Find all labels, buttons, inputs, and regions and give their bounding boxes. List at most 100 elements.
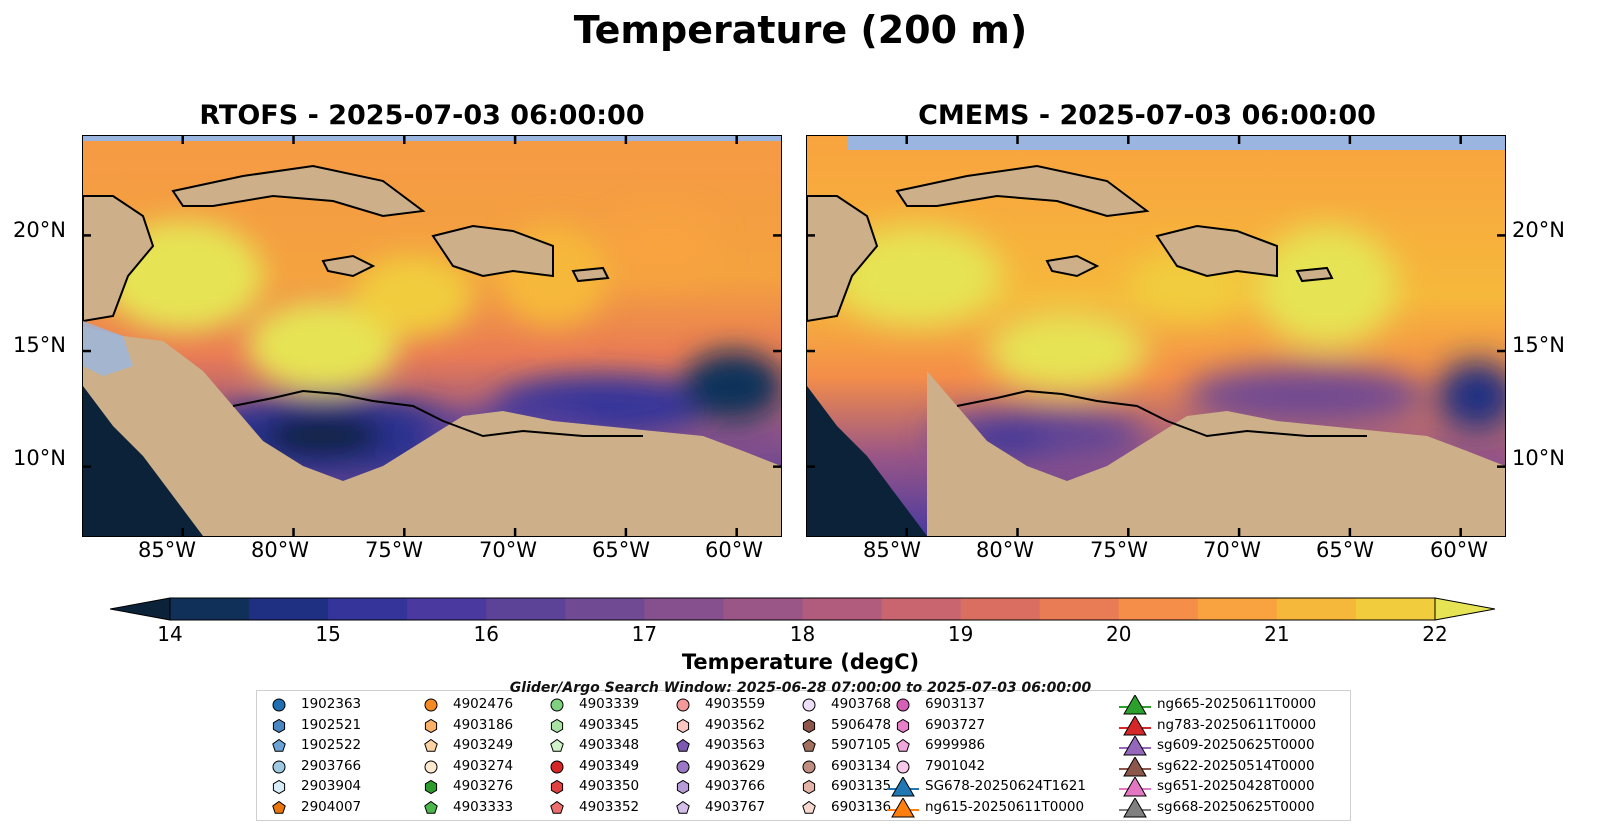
- colorbar-segment: [170, 598, 250, 620]
- triangle-marker-icon: [1119, 797, 1151, 817]
- colorbar-segment: [1039, 598, 1120, 620]
- legend-label: 4903333: [453, 798, 514, 815]
- lon-tick-left: 70°W: [479, 538, 537, 562]
- colorbar-segment: [802, 598, 883, 620]
- colorbar-segment: [407, 598, 487, 620]
- triangle-marker-icon: [1119, 777, 1151, 797]
- legend-label: 5907105: [831, 737, 892, 753]
- legend-entry: ng665-20250611T0000: [1115, 695, 1347, 715]
- legend-entry: 4903768: [789, 695, 913, 715]
- lon-tick-right: 80°W: [976, 538, 1034, 562]
- legend-label: 6903135: [831, 778, 892, 794]
- colorbar-extend-high: [1434, 597, 1496, 621]
- legend-label: 4903767: [705, 798, 766, 815]
- pentagon-marker-icon: [550, 800, 564, 814]
- lon-tick-left: 65°W: [592, 538, 650, 562]
- colorbar-segment: [328, 598, 408, 620]
- colorbar-tick-label: 20: [1106, 622, 1132, 646]
- legend-label: 1902521: [301, 716, 362, 733]
- lat-tick-left: 10°N: [13, 446, 66, 470]
- lat-tick-left: 20°N: [13, 218, 66, 242]
- colorbar-segment: [644, 598, 725, 620]
- legend-label: 4903274: [453, 757, 514, 774]
- hexagon-marker-icon: [896, 718, 910, 733]
- legend-label: 6903137: [925, 696, 986, 712]
- legend-entry: 1902521: [259, 716, 383, 736]
- colorbar-segment: [565, 598, 645, 620]
- legend-label: 2904007: [301, 798, 362, 815]
- circle-marker-icon: [424, 760, 438, 773]
- pentagon-marker-icon: [802, 738, 816, 752]
- colorbar-tick-label: 16: [473, 622, 499, 646]
- legend-entry: sg651-20250428T0000: [1115, 777, 1347, 797]
- legend-entry: 6903727: [883, 716, 1113, 736]
- legend-label: 4903350: [579, 778, 640, 794]
- colorbar-segment: [486, 598, 566, 620]
- colorbar-segment: [723, 598, 804, 620]
- legend-label: 4903562: [705, 716, 766, 733]
- legend-entry: 6903135: [789, 777, 913, 797]
- legend-entry: 7901042: [883, 757, 1113, 777]
- legend-entry: 4903345: [537, 716, 661, 736]
- colorbar-tick-label: 22: [1422, 622, 1448, 646]
- legend-entry: 6903137: [883, 695, 1113, 715]
- legend-entry: 2903904: [259, 777, 383, 797]
- pentagon-marker-icon: [802, 800, 816, 814]
- legend-label: ng665-20250611T0000: [1157, 696, 1317, 712]
- colorbar-segment: [249, 598, 329, 620]
- circle-marker-icon: [676, 760, 690, 773]
- legend-label: 6999986: [925, 737, 986, 753]
- colorbar-tick-label: 17: [631, 622, 658, 646]
- map-panel-rtofs[interactable]: [82, 135, 782, 537]
- legend-label: 1902363: [301, 696, 362, 712]
- hexagon-marker-icon: [550, 779, 564, 795]
- circle-marker-icon: [272, 698, 286, 712]
- colorbar-segment: [1276, 598, 1357, 620]
- legend-label: ng615-20250611T0000: [925, 798, 1085, 815]
- lon-tick-right: 60°W: [1430, 538, 1488, 562]
- colorbar-segment: [1118, 598, 1199, 620]
- legend-label: ng783-20250611T0000: [1157, 716, 1317, 733]
- legend-entry: 6999986: [883, 736, 1113, 756]
- figure-title: Temperature (200 m): [573, 8, 1028, 52]
- legend-label: 5906478: [831, 716, 892, 733]
- legend-label: 4903766: [705, 778, 766, 794]
- pentagon-marker-icon: [896, 738, 910, 752]
- colorbar-tick-label: 21: [1264, 622, 1290, 646]
- lon-tick-left: 85°W: [138, 538, 196, 562]
- legend-entry: 4903562: [663, 716, 787, 736]
- colorbar-tick-label: 14: [157, 622, 183, 646]
- legend-label: 4903348: [579, 737, 640, 753]
- legend-label: 4903345: [579, 716, 640, 733]
- lon-tick-right: 65°W: [1316, 538, 1374, 562]
- legend-entry: 4903186: [411, 716, 535, 736]
- legend-entry: sg668-20250625T0000: [1115, 797, 1347, 818]
- legend-entry: 5906478: [789, 716, 913, 736]
- lon-tick-left: 60°W: [705, 538, 763, 562]
- legend-entry: ng615-20250611T0000: [883, 797, 1113, 818]
- circle-marker-icon: [272, 760, 286, 773]
- triangle-marker-icon: [1119, 715, 1151, 735]
- legend-label: 6903134: [831, 757, 892, 774]
- hexagon-marker-icon: [676, 779, 690, 795]
- legend-entry: 4903767: [663, 798, 787, 818]
- legend-label: 1902522: [301, 737, 362, 753]
- legend-label: 4903563: [705, 737, 766, 753]
- circle-marker-icon: [896, 760, 910, 773]
- panel-title-cmems: CMEMS - 2025-07-03 06:00:00: [918, 100, 1376, 131]
- legend-label: sg668-20250625T0000: [1157, 798, 1315, 815]
- legend-entry: 4903339: [537, 695, 661, 715]
- hexagon-marker-icon: [272, 779, 286, 795]
- legend-entry: 2903766: [259, 757, 383, 777]
- legend-label: 6903727: [925, 716, 986, 733]
- legend-entry: 1902363: [259, 695, 383, 715]
- legend-label: 4903352: [579, 798, 640, 815]
- circle-marker-icon: [550, 698, 564, 712]
- lat-tick-right: 10°N: [1512, 446, 1565, 470]
- map-panel-cmems[interactable]: [806, 135, 1506, 537]
- legend-label: 7901042: [925, 757, 986, 774]
- hexagon-marker-icon: [550, 718, 564, 733]
- colorbar-segment: [881, 598, 962, 620]
- lon-tick-left: 75°W: [365, 538, 423, 562]
- circle-marker-icon: [896, 698, 910, 712]
